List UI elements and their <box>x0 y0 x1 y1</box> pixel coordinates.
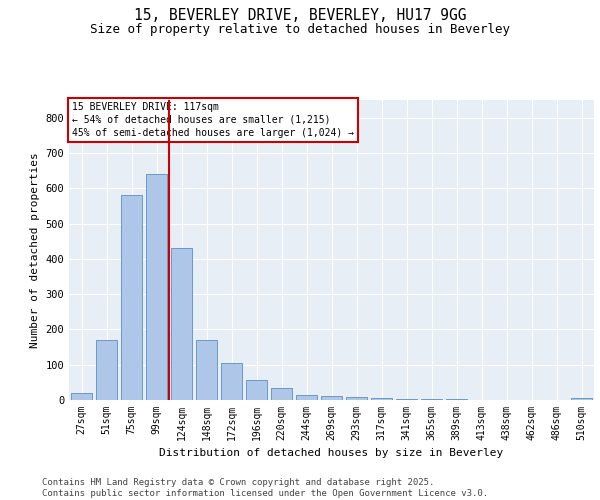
Bar <box>271 388 292 400</box>
Bar <box>396 398 417 400</box>
Text: Size of property relative to detached houses in Beverley: Size of property relative to detached ho… <box>90 22 510 36</box>
Bar <box>71 393 92 400</box>
Bar <box>346 397 367 400</box>
Bar <box>221 363 242 400</box>
Bar <box>571 398 592 400</box>
X-axis label: Distribution of detached houses by size in Beverley: Distribution of detached houses by size … <box>160 448 503 458</box>
Bar <box>146 174 167 400</box>
Bar <box>371 398 392 400</box>
Bar <box>196 340 217 400</box>
Bar <box>121 196 142 400</box>
Bar <box>321 396 342 400</box>
Text: 15 BEVERLEY DRIVE: 117sqm
← 54% of detached houses are smaller (1,215)
45% of se: 15 BEVERLEY DRIVE: 117sqm ← 54% of detac… <box>71 102 353 138</box>
Y-axis label: Number of detached properties: Number of detached properties <box>30 152 40 348</box>
Bar <box>246 380 267 400</box>
Bar <box>96 340 117 400</box>
Bar <box>421 399 442 400</box>
Text: Contains HM Land Registry data © Crown copyright and database right 2025.
Contai: Contains HM Land Registry data © Crown c… <box>42 478 488 498</box>
Bar <box>296 394 317 400</box>
Text: 15, BEVERLEY DRIVE, BEVERLEY, HU17 9GG: 15, BEVERLEY DRIVE, BEVERLEY, HU17 9GG <box>134 8 466 22</box>
Bar <box>171 248 192 400</box>
